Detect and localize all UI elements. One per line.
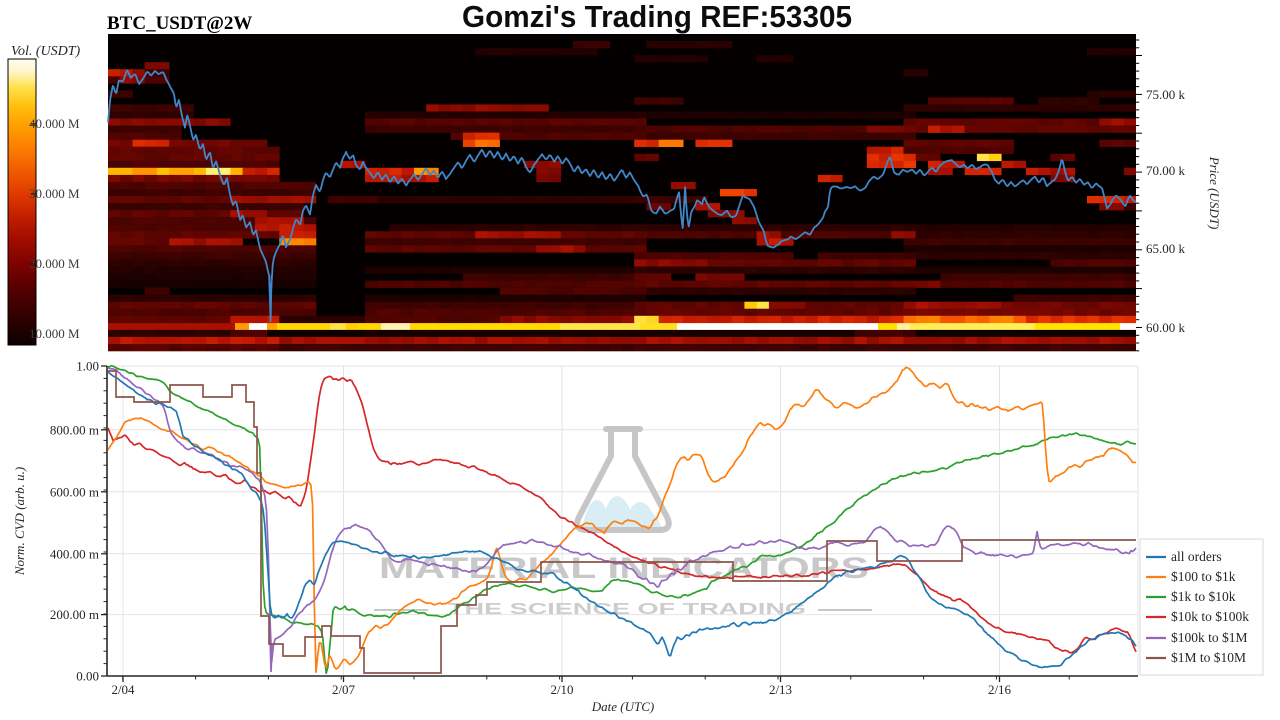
svg-text:Gomzi's Trading REF:53305: Gomzi's Trading REF:53305 <box>462 0 852 34</box>
svg-text:$10k to $100k: $10k to $100k <box>1171 609 1249 624</box>
svg-text:400.00 m: 400.00 m <box>50 546 99 561</box>
svg-text:$1M to $10M: $1M to $10M <box>1171 650 1246 665</box>
svg-text:Vol. (USDT): Vol. (USDT) <box>11 44 81 59</box>
svg-text:Norm. CVD (arb. u.): Norm. CVD (arb. u.) <box>12 467 27 576</box>
svg-text:$1k to $10k: $1k to $10k <box>1171 589 1236 604</box>
svg-text:60.00 k: 60.00 k <box>1146 320 1186 335</box>
svg-text:600.00 m: 600.00 m <box>50 484 99 499</box>
svg-text:1.00: 1.00 <box>76 359 99 374</box>
svg-text:65.00 k: 65.00 k <box>1146 241 1186 256</box>
svg-text:BTC_USDT@2W: BTC_USDT@2W <box>107 13 252 34</box>
svg-text:2/07: 2/07 <box>332 682 356 697</box>
svg-text:40.000 M: 40.000 M <box>29 116 80 131</box>
svg-text:800.00 m: 800.00 m <box>50 422 99 437</box>
svg-text:0.00: 0.00 <box>76 669 99 684</box>
svg-text:MATERIAL INDICATORS: MATERIAL INDICATORS <box>379 552 869 585</box>
svg-text:20.000 M: 20.000 M <box>29 256 80 271</box>
svg-text:2/10: 2/10 <box>550 682 573 697</box>
svg-text:Date (UTC): Date (UTC) <box>591 699 654 714</box>
svg-text:Price (USDT): Price (USDT) <box>1207 156 1222 230</box>
svg-text:THE SCIENCE OF TRADING: THE SCIENCE OF TRADING <box>448 601 806 618</box>
svg-text:30.000 M: 30.000 M <box>29 186 80 201</box>
svg-text:all orders: all orders <box>1171 549 1222 564</box>
svg-text:$100k to $1M: $100k to $1M <box>1171 630 1248 645</box>
svg-text:75.00 k: 75.00 k <box>1146 87 1186 102</box>
svg-text:2/13: 2/13 <box>769 682 792 697</box>
svg-text:200.00 m: 200.00 m <box>50 607 99 622</box>
svg-text:70.00 k: 70.00 k <box>1146 163 1186 178</box>
svg-text:10.000 M: 10.000 M <box>29 326 80 341</box>
svg-text:2/04: 2/04 <box>111 682 135 697</box>
svg-text:2/16: 2/16 <box>988 682 1012 697</box>
svg-text:$100 to $1k: $100 to $1k <box>1171 569 1236 584</box>
